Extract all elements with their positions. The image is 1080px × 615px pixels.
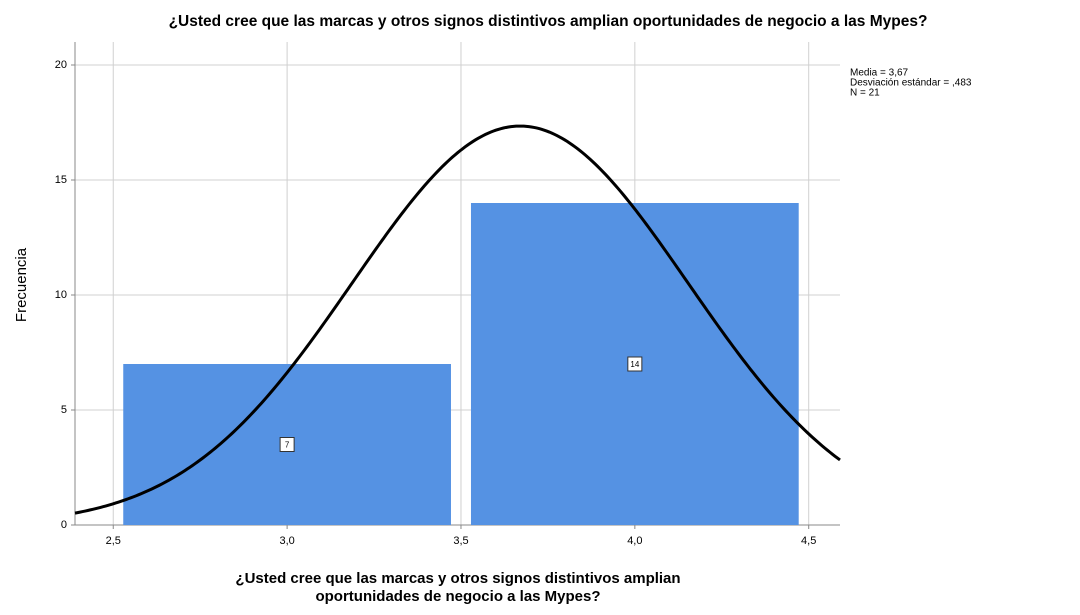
data-label: 7 [285, 441, 290, 450]
y-tick-label: 15 [55, 174, 67, 186]
chart-title: ¿Usted cree que las marcas y otros signo… [169, 13, 928, 30]
stat-annotation: Media = 3,67 [850, 68, 909, 79]
stat-annotation: N = 21 [850, 88, 880, 99]
data-label-box [279, 437, 295, 452]
y-tick-label: 20 [55, 59, 67, 71]
data-label-box [627, 356, 643, 372]
y-tick-label: 0 [61, 519, 67, 531]
stat-annotation: Desviación estándar = ,483 [850, 78, 972, 89]
normal-curve [74, 124, 841, 515]
x-tick-label: 4,0 [627, 535, 642, 547]
data-label: 14 [630, 360, 639, 369]
y-tick-label: 10 [55, 289, 67, 301]
x-tick-label: 4,5 [801, 535, 816, 547]
x-tick-label: 3,5 [453, 535, 468, 547]
y-axis-label: Frecuencia [13, 247, 30, 322]
y-tick-label: 5 [61, 404, 67, 416]
x-axis-label: ¿Usted cree que las marcas y otros signo… [235, 570, 680, 587]
x-axis-label: oportunidades de negocio a las Mypes? [315, 588, 600, 605]
x-tick-label: 2,5 [106, 535, 121, 547]
x-tick-label: 3,0 [279, 535, 294, 547]
